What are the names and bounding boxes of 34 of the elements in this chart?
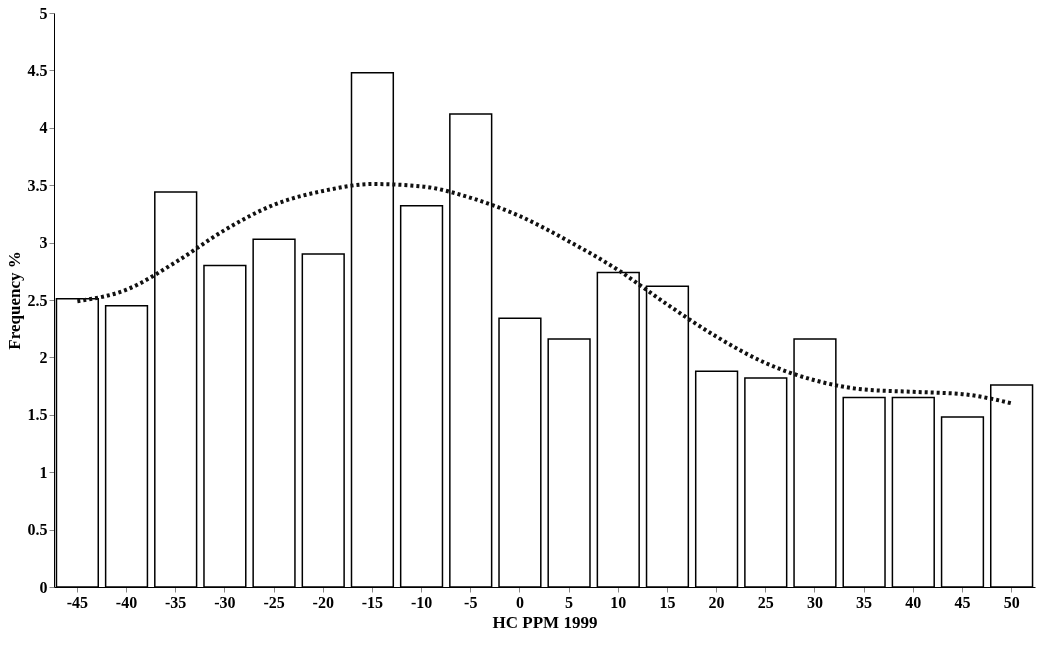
x-axis-title: HC PPM 1999 — [492, 612, 598, 632]
x-tick-label: -25 — [263, 593, 285, 611]
y-tick-label: 1 — [39, 463, 48, 481]
x-tick-label: -35 — [165, 593, 187, 611]
y-tick-label: 5 — [39, 4, 48, 22]
y-tick-label: 0.5 — [27, 521, 48, 539]
y-tick-label: 3 — [39, 234, 48, 252]
x-tick-label: -45 — [66, 593, 89, 611]
y-tick-label: 0 — [39, 578, 48, 596]
x-tick-label: 35 — [856, 593, 873, 611]
x-tick-label: -20 — [312, 593, 334, 611]
y-axis-title: Frequency % — [4, 251, 24, 350]
y-tick-label: 2 — [39, 348, 48, 366]
y-tick-label: 4.5 — [27, 61, 48, 79]
y-tick-label: 3.5 — [27, 176, 48, 194]
x-tick-label: 30 — [806, 593, 823, 611]
x-tick-label: -30 — [214, 593, 236, 611]
y-tick-label: 2.5 — [27, 291, 48, 309]
x-tick-label: 5 — [565, 593, 574, 611]
x-tick-label: -40 — [115, 593, 138, 611]
x-tick-label: -10 — [410, 593, 433, 611]
line-series — [75, 182, 1014, 406]
x-tick-label: 15 — [659, 593, 676, 611]
x-tick-label: 25 — [757, 593, 774, 611]
x-tick-label: 20 — [708, 593, 725, 611]
x-tick-label: 45 — [954, 593, 971, 611]
x-tick-label: 50 — [1003, 593, 1020, 611]
x-tick-label: 0 — [515, 593, 524, 611]
x-tick-label: 10 — [610, 593, 627, 611]
y-tick-label: 4 — [39, 119, 48, 137]
x-tick-label: 40 — [905, 593, 922, 611]
x-tick-label: -15 — [361, 593, 384, 611]
x-tick-label: -5 — [464, 593, 478, 611]
y-tick-label: 1.5 — [27, 406, 48, 424]
